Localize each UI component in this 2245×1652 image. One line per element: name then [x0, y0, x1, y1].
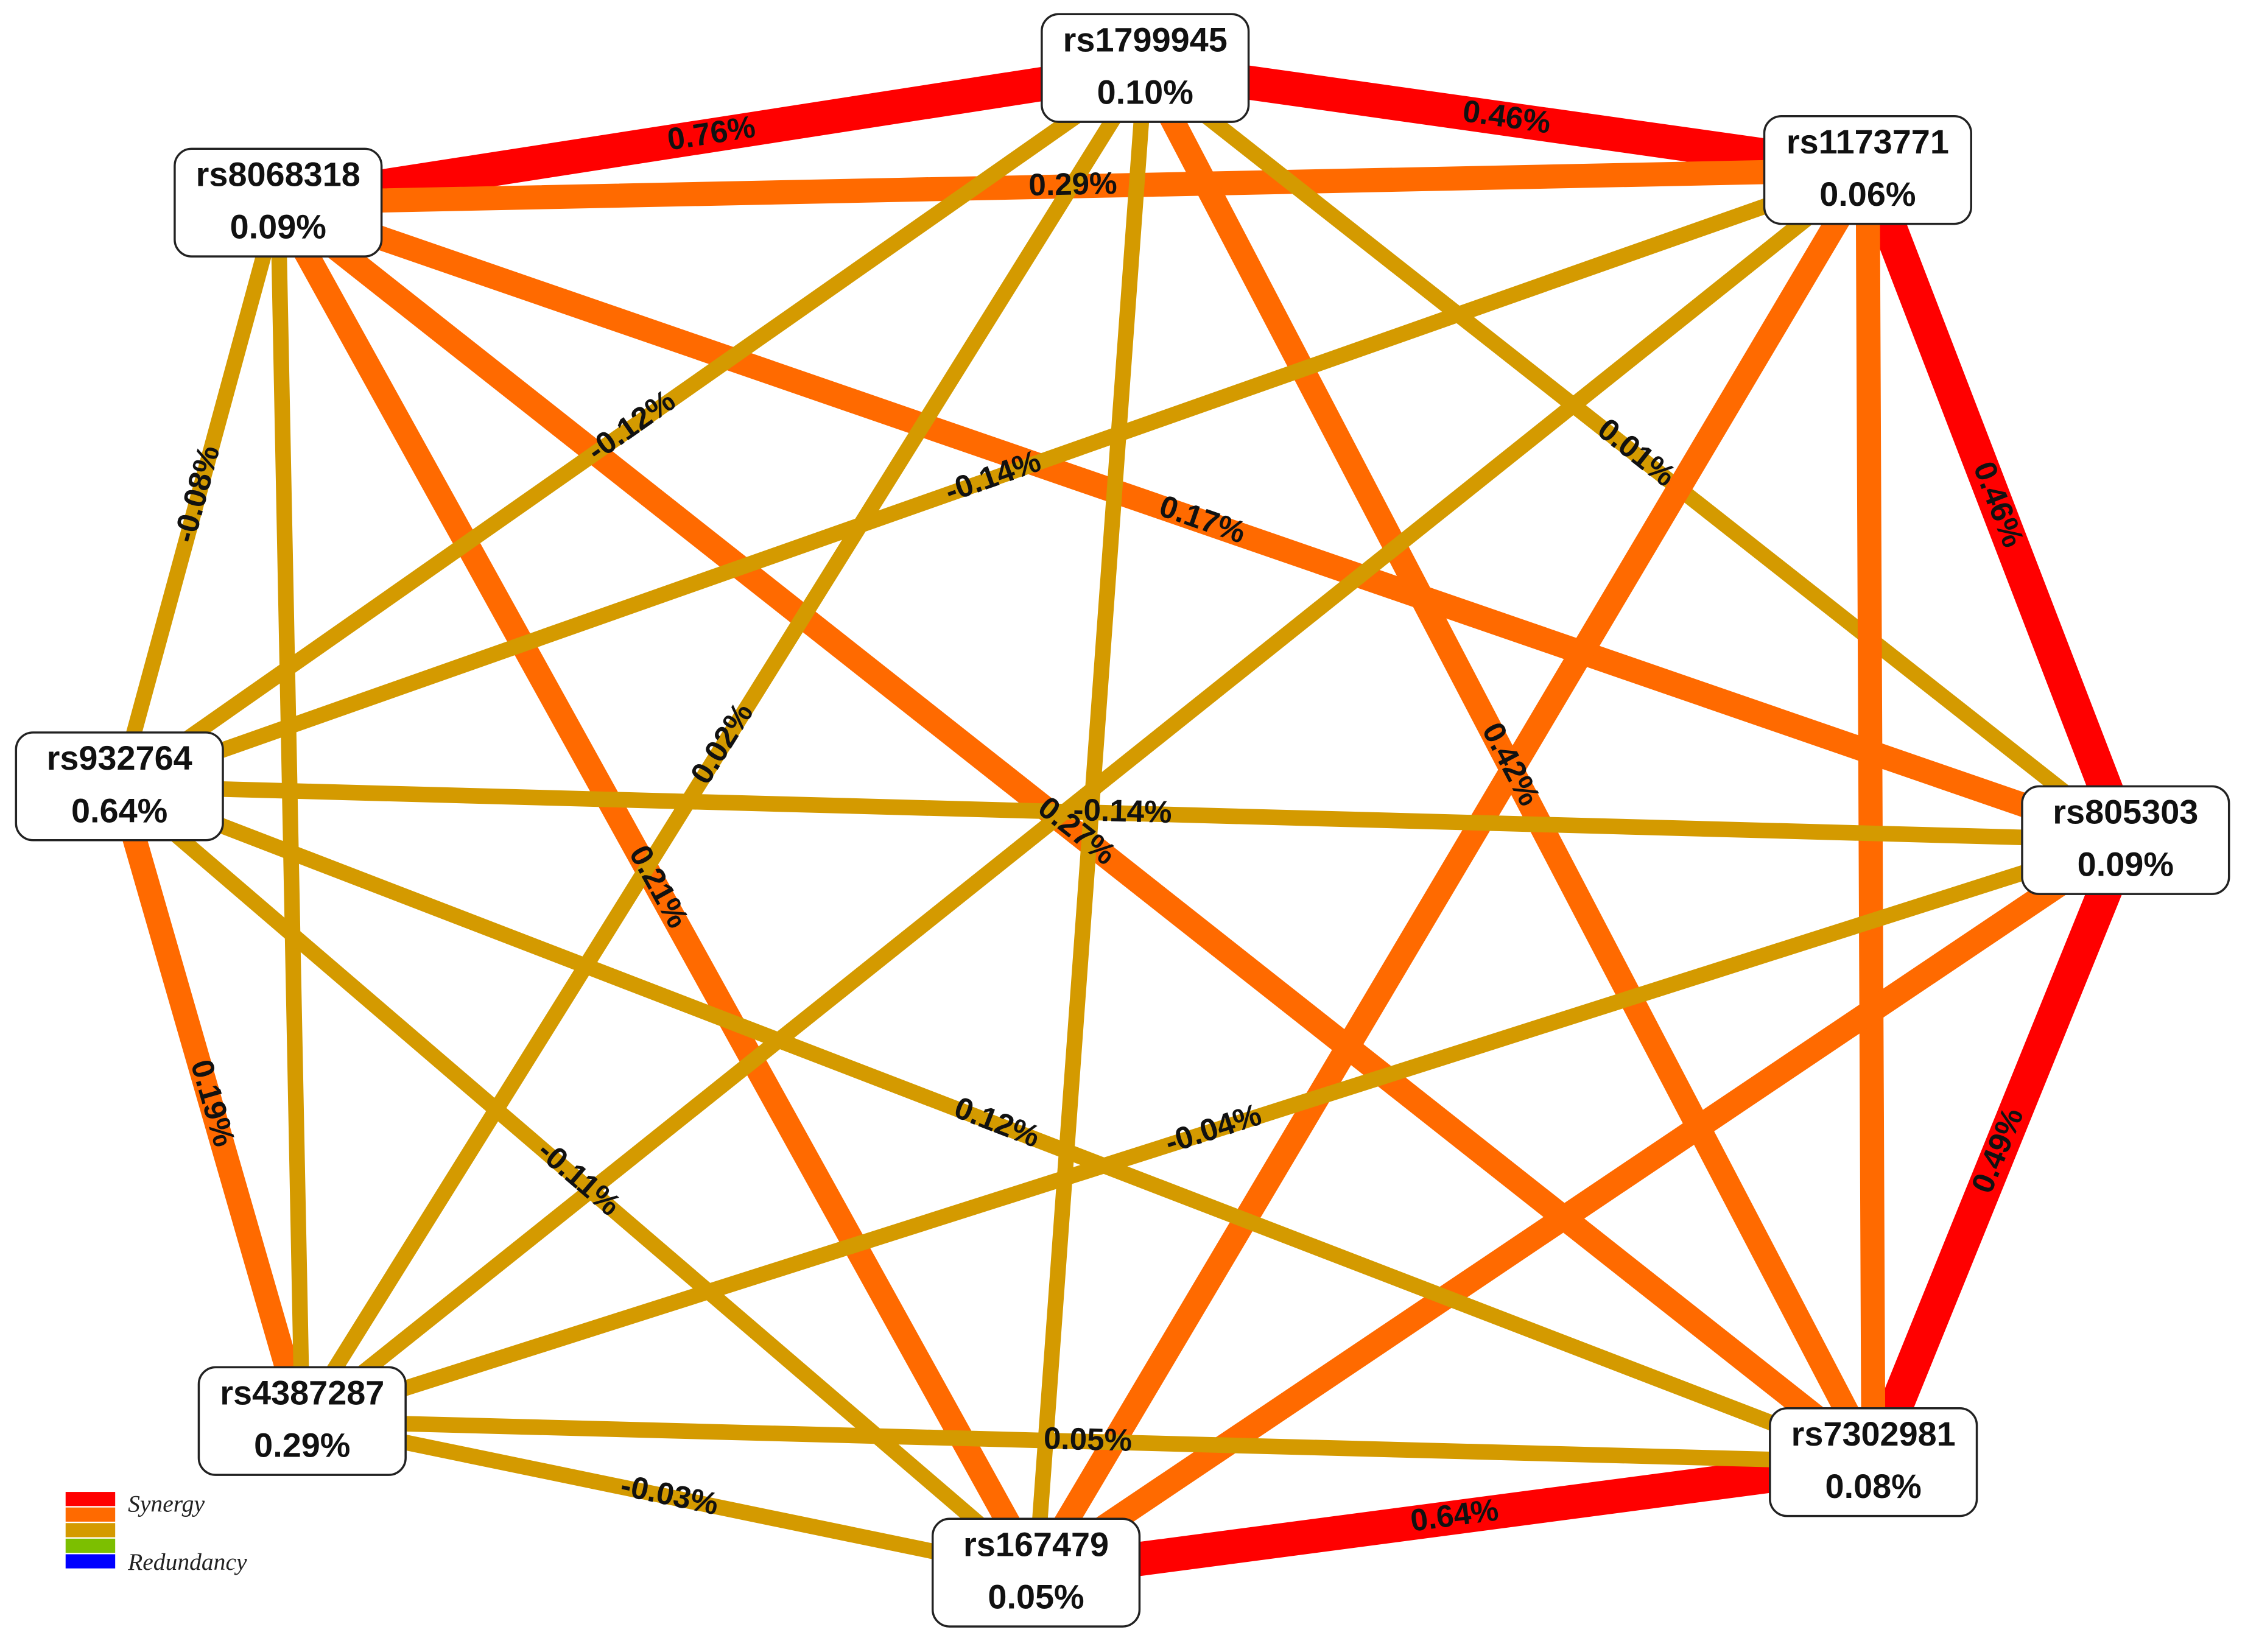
edge [111, 778, 1881, 1471]
node-label: rs8068318 [196, 155, 360, 194]
edge [111, 60, 1153, 795]
edge [294, 1413, 1044, 1581]
legend-swatch [65, 1538, 116, 1553]
edge [111, 194, 286, 795]
edge [1850, 153, 2143, 857]
nodes: rs1799945 0.10% rs1173771 0.06% rs805303 0.09… [15, 13, 2230, 1628]
edge [107, 774, 315, 1433]
node-value: 0.08% [1825, 1467, 1922, 1505]
edge [1128, 51, 1885, 188]
legend-swatch [65, 1507, 116, 1522]
node-label: rs1173771 [1787, 122, 1949, 161]
node-label: rs7302981 [1791, 1415, 1956, 1453]
node-box [2021, 785, 2230, 895]
edge [1856, 823, 2143, 1480]
node-box [15, 731, 224, 842]
node-value: 0.05% [988, 1578, 1084, 1616]
edge-label: 0.64% [1408, 1492, 1500, 1538]
node-value: 0.09% [2078, 845, 2174, 884]
edge-label: 0.12% [950, 1090, 1045, 1154]
edge-label: 0.17% [1155, 488, 1250, 550]
node-label: rs4387287 [220, 1374, 384, 1412]
edge [1855, 158, 1886, 1474]
edge-label: 0.76% [665, 109, 757, 157]
edge-label: -0.03% [618, 1467, 722, 1522]
legend-top: Synergy [128, 1490, 205, 1517]
node-label: rs932764 [47, 739, 192, 777]
node-value: 0.06% [1819, 175, 1916, 213]
legend-swatch [65, 1554, 116, 1569]
node-value: 0.64% [71, 791, 167, 829]
edge-label: 0.29% [1028, 166, 1117, 202]
legend-swatch [65, 1523, 116, 1538]
edge [265, 190, 1886, 1474]
edge [1028, 60, 1153, 1581]
legend: Synergy Redundancy [65, 1490, 247, 1575]
edge-label: -0.08% [167, 441, 227, 546]
node-value: 0.10% [1097, 73, 1193, 111]
edge [294, 1413, 1881, 1471]
edge-labels: 0.76% 0.46% 0.46% 0.49% 0.64% -0.03% 0.19% -0.0… [167, 93, 2031, 1538]
node-label: rs1799945 [1063, 21, 1228, 59]
edge [1024, 158, 1880, 1585]
node-label: rs167479 [963, 1525, 1109, 1564]
edge [270, 194, 311, 1429]
edge-label: 0.49% [1964, 1103, 2029, 1198]
node-box [1763, 115, 1972, 225]
edge [111, 162, 1876, 795]
edge [261, 51, 1162, 220]
edge-label: 0.46% [1461, 93, 1553, 140]
edge [111, 778, 2134, 848]
node-box [197, 1366, 407, 1476]
edge-label: -0.04% [1161, 1097, 1265, 1160]
node-box [174, 147, 383, 258]
edges [107, 51, 2143, 1590]
edge [294, 162, 1876, 1429]
edge-label: 0.46% [1967, 457, 2031, 552]
node-value: 0.09% [230, 208, 326, 246]
node-box [1769, 1407, 1978, 1517]
edge-label: -0.14% [1073, 792, 1173, 829]
edge [265, 190, 2138, 852]
edge [1137, 60, 2134, 848]
edge [294, 60, 1153, 1429]
node-label: rs805303 [2053, 793, 2198, 831]
edge-label: -0.12% [580, 382, 681, 468]
node-box [1041, 13, 1250, 123]
edge [294, 832, 2134, 1429]
edge-label: 0.01% [1592, 411, 1682, 493]
edge-label: 0.02% [684, 697, 760, 790]
node-box [931, 1517, 1141, 1628]
edge [1019, 1445, 1891, 1590]
legend-swatch [65, 1492, 116, 1506]
node-value: 0.29% [254, 1426, 350, 1464]
edge [265, 190, 1049, 1585]
edge-label: 0.05% [1043, 1421, 1133, 1458]
edge-label: 0.19% [184, 1056, 242, 1150]
legend-bottom: Redundancy [127, 1548, 247, 1575]
